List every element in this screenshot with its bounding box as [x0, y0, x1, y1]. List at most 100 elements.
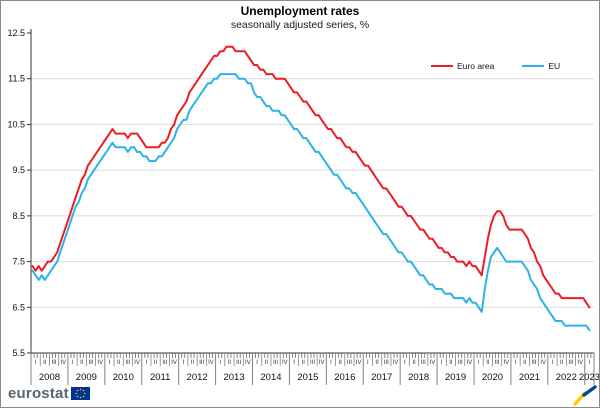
- year-label: 2017: [371, 372, 392, 383]
- quarter-label: III: [495, 360, 500, 366]
- quarter-label: I: [552, 360, 554, 366]
- quarter-label: I: [146, 360, 148, 366]
- quarter-label: III: [236, 360, 241, 366]
- quarter-label: IV: [208, 360, 214, 366]
- quarter-label: I: [293, 360, 295, 366]
- quarter-label: III: [273, 360, 278, 366]
- quarter-label: IV: [282, 360, 288, 366]
- quarter-label: III: [88, 360, 93, 366]
- quarter-label: IV: [171, 360, 177, 366]
- year-label: 2013: [223, 372, 244, 383]
- legend-label-euro-area: Euro area: [457, 61, 495, 71]
- quarter-label: II: [117, 360, 121, 366]
- quarter-label: I: [182, 360, 184, 366]
- series-line-euro-area: [31, 45, 591, 309]
- year-label: 2015: [297, 372, 318, 383]
- quarter-label: II: [43, 360, 47, 366]
- quarter-label: III: [532, 360, 537, 366]
- year-label: 2018: [408, 372, 429, 383]
- chart-subtitle: seasonally adjusted series, %: [230, 19, 370, 31]
- year-label: 2016: [334, 372, 355, 383]
- year-label: 2019: [445, 372, 466, 383]
- y-tick-label: 10.5: [7, 119, 25, 129]
- quarter-label: I: [367, 360, 369, 366]
- quarter-label: II: [449, 360, 453, 366]
- year-label: 2022: [556, 372, 577, 383]
- year-label: 2011: [150, 372, 170, 383]
- quarter-label: I: [256, 360, 258, 366]
- quarter-label: II: [265, 360, 269, 366]
- quarter-label: IV: [393, 360, 399, 366]
- quarter-label: II: [412, 360, 416, 366]
- quarter-label: IV: [319, 360, 325, 366]
- quarter-label: I: [109, 360, 111, 366]
- quarter-label: II: [191, 360, 195, 366]
- quarter-label: I: [219, 360, 221, 366]
- quarter-label: II: [80, 360, 84, 366]
- quarter-label: III: [162, 360, 167, 366]
- quarter-label: II: [154, 360, 158, 366]
- legend-item-euro-area: Euro area: [431, 61, 494, 71]
- eu-flag-icon: [70, 387, 90, 400]
- quarter-label: IV: [97, 360, 103, 366]
- y-tick-label: 6.5: [12, 302, 25, 312]
- quarter-label: III: [125, 360, 130, 366]
- y-tick-label: 5.5: [12, 348, 25, 358]
- quarter-label: III: [52, 360, 57, 366]
- year-label: 2021: [519, 372, 540, 383]
- quarter-label: I: [404, 360, 406, 366]
- series-line-eu: [31, 73, 591, 332]
- year-label: 2010: [113, 372, 134, 383]
- quarter-label: IV: [503, 360, 509, 366]
- eu-line-swatch: [522, 65, 545, 67]
- quarter-label: I: [515, 360, 517, 366]
- quarter-label: III: [199, 360, 204, 366]
- quarter-label: I: [589, 360, 591, 366]
- quarter-label: II: [375, 360, 379, 366]
- eurostat-logo: eurostat: [8, 385, 90, 402]
- y-tick-label: 8.5: [12, 211, 25, 221]
- quarter-label: IV: [356, 360, 362, 366]
- quarter-label: IV: [430, 360, 436, 366]
- chart-title: Unemployment rates: [240, 4, 360, 18]
- quarter-label: IV: [540, 360, 546, 366]
- euro-area-line-swatch: [431, 65, 453, 67]
- quarter-label: III: [347, 360, 352, 366]
- year-label: 2023: [579, 372, 600, 383]
- quarter-label: IV: [467, 360, 473, 366]
- year-label: 2008: [39, 372, 60, 383]
- quarter-label: I: [72, 360, 74, 366]
- quarter-label: I: [35, 360, 37, 366]
- year-label: 2020: [482, 372, 503, 383]
- chart-legend: Euro area EU: [431, 61, 560, 71]
- quarter-label: IV: [134, 360, 140, 366]
- year-label: 2009: [76, 372, 97, 383]
- quarter-label: III: [568, 360, 573, 366]
- quarter-label: I: [330, 360, 332, 366]
- quarter-label: III: [384, 360, 389, 366]
- quarter-label: IV: [577, 360, 583, 366]
- quarter-label: IV: [60, 360, 66, 366]
- y-tick-label: 11.5: [8, 74, 25, 84]
- quarter-label: II: [523, 360, 527, 366]
- yellow-blue-check-icon: [573, 385, 597, 406]
- legend-item-eu: EU: [522, 61, 560, 71]
- quarter-label: I: [441, 360, 443, 366]
- legend-label-eu: EU: [548, 61, 561, 71]
- y-tick-label: 9.5: [12, 165, 25, 175]
- quarter-label: II: [228, 360, 232, 366]
- quarter-label: III: [421, 360, 426, 366]
- quarter-label: II: [339, 360, 343, 366]
- y-tick-label: 7.5: [12, 257, 25, 267]
- quarter-label: II: [302, 360, 306, 366]
- year-label: 2014: [260, 372, 281, 383]
- quarter-label: II: [486, 360, 490, 366]
- quarter-label: III: [458, 360, 463, 366]
- quarter-label: III: [310, 360, 315, 366]
- quarter-label: IV: [245, 360, 251, 366]
- year-label: 2012: [187, 372, 208, 383]
- eurostat-logo-text: eurostat: [8, 385, 69, 402]
- quarter-label: II: [560, 360, 564, 366]
